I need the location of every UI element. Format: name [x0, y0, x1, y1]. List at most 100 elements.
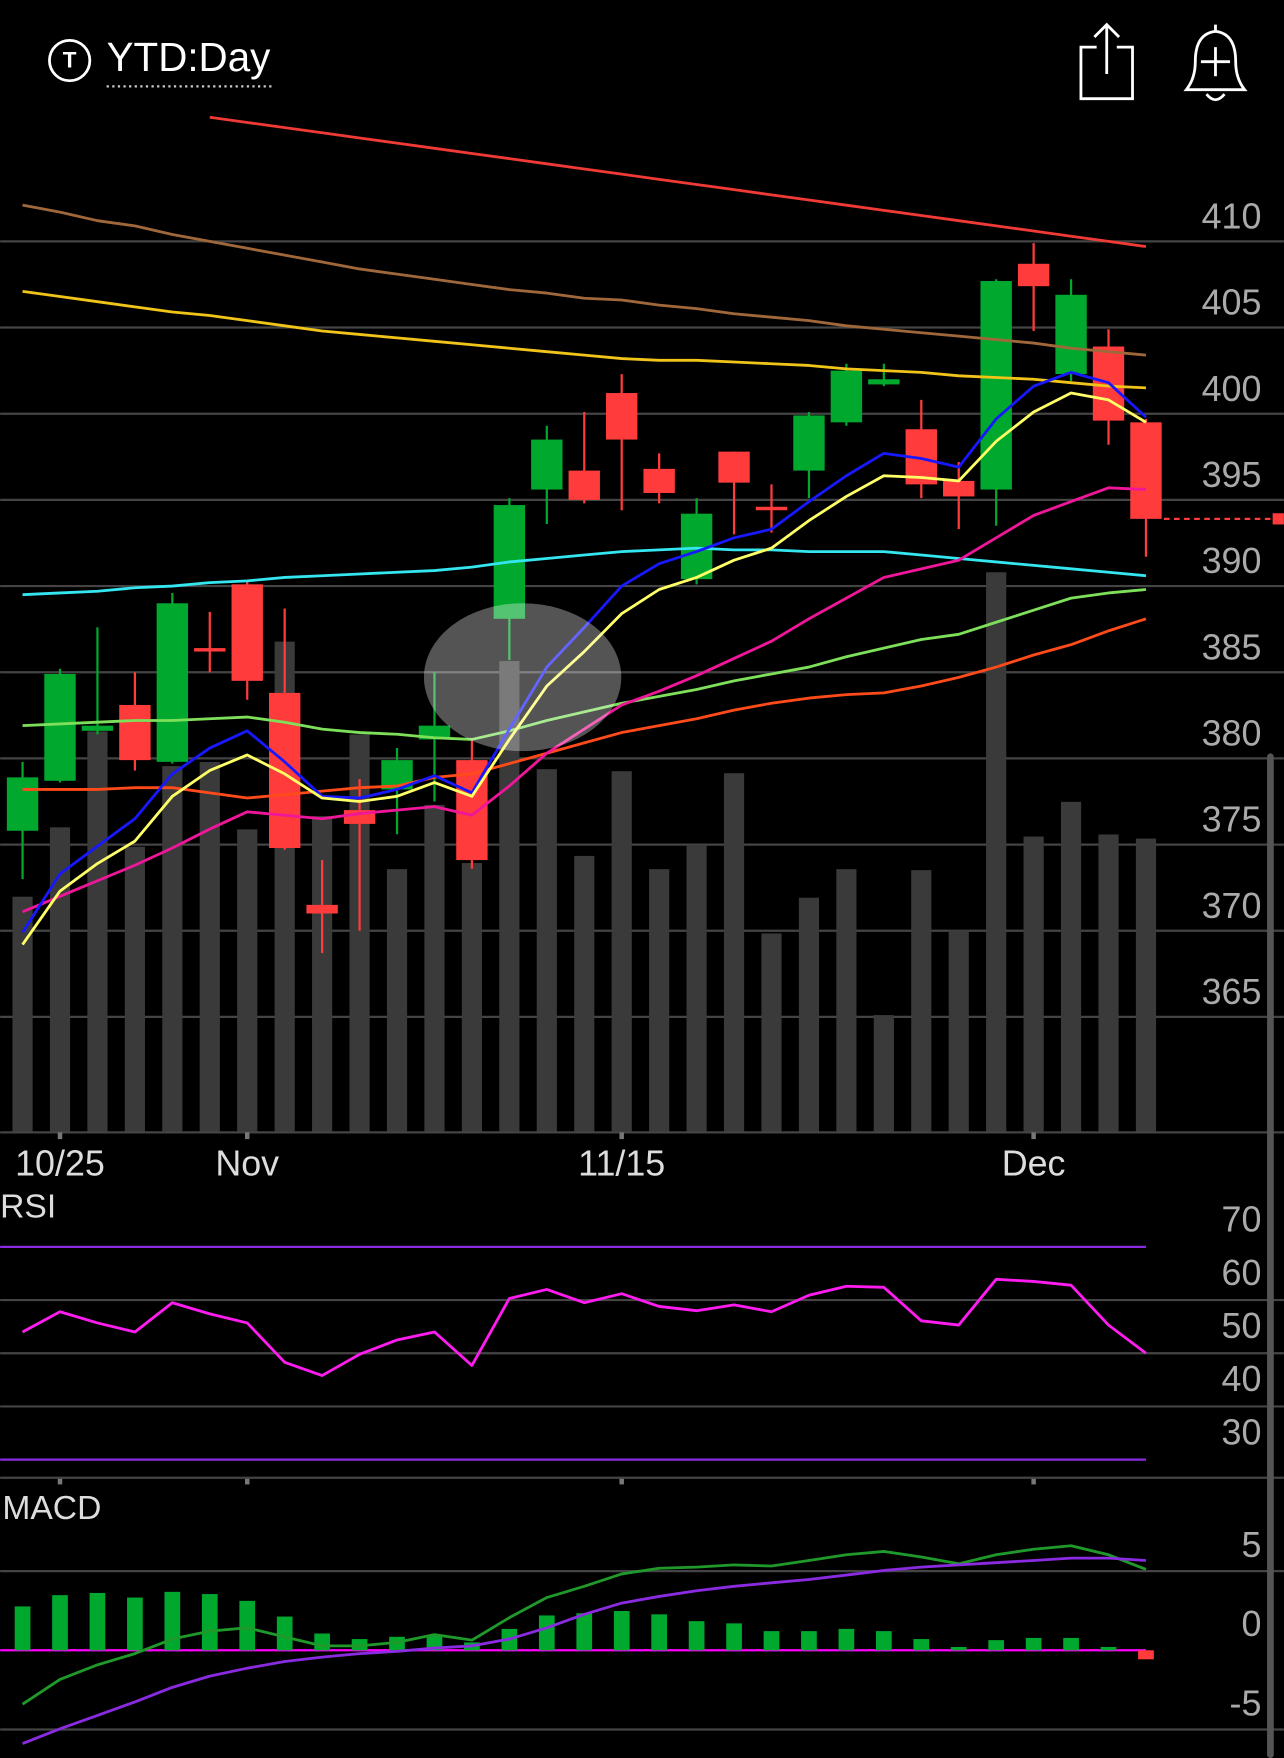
touch-highlight — [423, 603, 622, 752]
moving-average — [22, 617, 1147, 800]
volume-bar — [312, 816, 333, 1133]
volume-bar — [87, 731, 108, 1133]
y-tick-label: 70 — [1222, 1200, 1262, 1240]
macd-histogram-bar — [801, 1631, 817, 1651]
candle-body — [531, 439, 563, 490]
volume-bar — [798, 897, 820, 1133]
macd-histogram-bar — [726, 1623, 742, 1651]
bell-plus — [1200, 47, 1231, 77]
volume-bar — [611, 771, 632, 1133]
volume-bar — [499, 661, 520, 1133]
y-tick-label: 375 — [1202, 800, 1262, 840]
volume-bar — [424, 804, 445, 1133]
volume-bar — [1060, 801, 1082, 1133]
y-tick-label: -5 — [1230, 1683, 1262, 1723]
y-tick-label: 5 — [1241, 1525, 1261, 1565]
moving-average — [21, 391, 1147, 946]
bell-top — [1205, 24, 1226, 102]
moving-average — [22, 203, 1147, 357]
ticker-icon[interactable] — [48, 38, 92, 83]
macd-histogram-bar — [838, 1628, 855, 1651]
share-button[interactable] — [1079, 22, 1134, 101]
volume-bar — [1135, 838, 1157, 1133]
volume-bar — [536, 769, 557, 1133]
candle-body — [44, 673, 76, 781]
macd-histogram-bar — [651, 1614, 668, 1651]
volume-bar — [162, 766, 183, 1133]
candle-body — [6, 777, 39, 831]
candle-body — [830, 370, 863, 423]
share-box — [1079, 45, 1134, 101]
candle-body — [980, 281, 1012, 490]
volume-bar — [1098, 834, 1119, 1133]
macd-histogram-bar — [164, 1591, 181, 1651]
y-tick-label: 400 — [1202, 369, 1262, 409]
volume-bar — [836, 869, 857, 1133]
macd-histogram-bar — [201, 1594, 218, 1651]
moving-average — [22, 546, 1147, 597]
bell-body — [1183, 29, 1248, 92]
macd-histogram-bar — [613, 1611, 630, 1651]
volume-bar — [873, 1015, 894, 1133]
volume-bar — [386, 869, 408, 1133]
x-tick-label: Nov — [215, 1143, 279, 1183]
macd-histogram-bar — [913, 1639, 930, 1651]
pane-title: RSI — [0, 1189, 56, 1226]
y-tick-label: 370 — [1202, 886, 1262, 926]
macd-histogram-bar — [950, 1646, 967, 1651]
y-tick-label: 60 — [1222, 1253, 1262, 1293]
candle-body — [1055, 294, 1087, 375]
pane-title: MACD — [2, 1490, 101, 1527]
candle-body — [1130, 422, 1162, 519]
macd-histogram-bar — [875, 1631, 892, 1651]
moving-average — [22, 486, 1147, 914]
candle-body — [231, 584, 263, 681]
candle-body — [1017, 263, 1050, 287]
y-tick-label: 395 — [1202, 455, 1262, 495]
candle-body — [718, 451, 750, 483]
macd-histogram-bar — [576, 1613, 593, 1651]
y-tick-label: 390 — [1202, 541, 1262, 581]
y-tick-label: 380 — [1202, 713, 1262, 753]
macd-histogram-bar — [276, 1616, 293, 1651]
period-selector[interactable]: YTD:Day — [107, 34, 272, 80]
macd-histogram-bar — [1063, 1637, 1079, 1651]
candle-body — [868, 379, 900, 385]
macd-line — [22, 1556, 1147, 1745]
y-tick-label: 40 — [1222, 1359, 1262, 1399]
macd-histogram-bar — [688, 1621, 705, 1651]
volume-bar — [49, 827, 71, 1133]
macd-histogram-bar — [538, 1615, 555, 1651]
macd-histogram-bar — [988, 1640, 1005, 1651]
macd-histogram-bar — [127, 1597, 143, 1651]
candle-body — [755, 506, 788, 511]
y-tick-label: 405 — [1202, 283, 1262, 323]
candle-body — [119, 704, 151, 761]
candle-body — [568, 470, 600, 500]
header: T YTD:Day — [48, 22, 1248, 102]
moving-average — [209, 115, 1147, 248]
macd-histogram-bar — [1100, 1646, 1117, 1651]
candle-body — [606, 393, 638, 440]
y-tick-label: 410 — [1202, 196, 1262, 236]
volume-bar — [349, 734, 370, 1133]
y-tick-label: 385 — [1202, 627, 1262, 667]
volume-bar — [649, 869, 670, 1133]
macd-histogram-bar — [14, 1606, 31, 1651]
volume-bar — [1023, 836, 1044, 1133]
macd-histogram-bar — [52, 1595, 68, 1651]
ticker-icon-letter: T — [63, 48, 77, 73]
candle-body — [943, 480, 975, 497]
rsi-line — [21, 1277, 1147, 1377]
scrollbar — [1267, 753, 1274, 1758]
candle-body — [793, 415, 825, 471]
alert-button[interactable] — [1183, 24, 1248, 102]
volume-bar — [911, 870, 932, 1133]
y-tick-label: 0 — [1241, 1604, 1261, 1644]
volume-bar — [723, 773, 745, 1133]
x-tick-label: 11/15 — [578, 1143, 665, 1183]
volume-bar — [124, 846, 145, 1133]
